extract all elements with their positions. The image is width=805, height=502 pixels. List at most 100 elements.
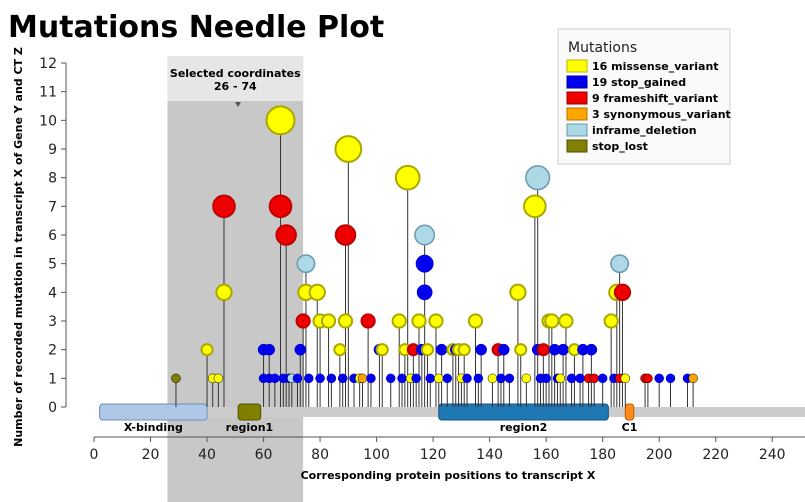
region-label: region1 — [226, 421, 274, 434]
mutation-point-stop-gained[interactable] — [366, 373, 376, 384]
mutation-point-missense-variant[interactable] — [523, 194, 547, 219]
mutation-point-missense-variant[interactable] — [213, 373, 224, 384]
mutation-point-stop-gained[interactable] — [462, 373, 472, 384]
mutation-point-stop-gained[interactable] — [541, 373, 551, 384]
mutation-point-missense-variant[interactable] — [603, 313, 619, 329]
mutation-point-stop-gained[interactable] — [263, 343, 276, 356]
y-tick-label: 5 — [48, 257, 57, 273]
x-tick-label: 20 — [142, 447, 160, 463]
mutation-point-stop-gained[interactable] — [304, 373, 314, 384]
mutation-point-stop-gained[interactable] — [442, 373, 452, 384]
mutation-point-stop-gained[interactable] — [665, 373, 676, 384]
mutation-point-stop-gained[interactable] — [415, 254, 434, 273]
mutation-point-synonymous-variant[interactable] — [357, 373, 368, 384]
y-tick-label: 12 — [39, 56, 57, 72]
mutation-point-frameshift-variant[interactable] — [589, 373, 599, 384]
mutation-point-missense-variant[interactable] — [320, 313, 337, 329]
mutation-point-frameshift-variant[interactable] — [275, 224, 297, 246]
x-tick-label: 200 — [646, 447, 673, 463]
mutation-point-stop-gained[interactable] — [385, 373, 396, 384]
mutation-point-stop-gained[interactable] — [475, 343, 487, 356]
mutation-point-stop-gained[interactable] — [397, 373, 407, 384]
mutation-point-missense-variant[interactable] — [521, 373, 532, 384]
legend-swatch — [566, 107, 588, 121]
mutation-point-stop-gained[interactable] — [326, 373, 337, 384]
region-label: region2 — [500, 421, 548, 434]
mutation-point-missense-variant[interactable] — [265, 105, 296, 136]
selection-header — [167, 56, 304, 101]
mutation-point-missense-variant[interactable] — [514, 343, 528, 357]
mutation-point-stop-gained[interactable] — [557, 343, 569, 356]
mutation-point-stop-gained[interactable] — [504, 373, 515, 384]
mutation-point-stop-gained[interactable] — [435, 343, 448, 356]
mutation-point-inframe-deletion[interactable] — [414, 224, 436, 246]
mutation-point-stop-gained[interactable] — [566, 373, 577, 384]
chart-title: Mutations Needle Plot — [8, 10, 384, 45]
selection-pointer-icon — [235, 102, 241, 107]
region-region1[interactable] — [237, 403, 262, 421]
mutation-point-missense-variant[interactable] — [555, 373, 566, 384]
mutation-point-frameshift-variant[interactable] — [536, 343, 550, 357]
mutation-point-inframe-deletion[interactable] — [296, 254, 316, 274]
mutation-point-missense-variant[interactable] — [215, 283, 233, 301]
mutation-point-missense-variant[interactable] — [620, 373, 631, 384]
mutation-point-stop-gained[interactable] — [473, 373, 484, 384]
mutation-point-stop-gained[interactable] — [292, 373, 303, 384]
mutation-point-missense-variant[interactable] — [428, 313, 444, 329]
mutation-point-stop-gained[interactable] — [575, 373, 585, 384]
mutation-point-stop-gained[interactable] — [496, 373, 506, 384]
mutation-point-missense-variant[interactable] — [420, 343, 435, 357]
mutation-point-missense-variant[interactable] — [544, 313, 560, 329]
mutation-point-missense-variant[interactable] — [334, 135, 363, 163]
mutation-point-stop-gained[interactable] — [585, 343, 598, 356]
mutation-point-missense-variant[interactable] — [558, 313, 574, 329]
region-label: C1 — [622, 421, 638, 434]
mutation-point-missense-variant[interactable] — [391, 313, 407, 329]
x-tick-label: 100 — [363, 447, 390, 463]
mutation-point-missense-variant[interactable] — [457, 343, 471, 357]
mutation-point-missense-variant[interactable] — [434, 373, 444, 384]
region-c1[interactable] — [624, 403, 635, 421]
region-region2[interactable] — [438, 403, 609, 421]
region-x-binding[interactable] — [99, 403, 208, 421]
mutation-point-stop-gained[interactable] — [416, 284, 433, 301]
x-tick-label: 220 — [702, 447, 729, 463]
mutation-point-stop-gained[interactable] — [497, 343, 510, 356]
x-tick-label: 120 — [420, 447, 447, 463]
mutation-point-missense-variant[interactable] — [487, 373, 498, 384]
mutation-point-frameshift-variant[interactable] — [268, 194, 293, 219]
mutation-point-missense-variant[interactable] — [375, 343, 389, 357]
mutation-point-missense-variant[interactable] — [308, 283, 326, 301]
mutation-point-frameshift-variant[interactable] — [334, 224, 357, 246]
y-tick-label: 4 — [48, 285, 57, 301]
mutation-point-missense-variant[interactable] — [411, 313, 427, 329]
mutation-point-frameshift-variant[interactable] — [212, 194, 236, 219]
mutation-point-missense-variant[interactable] — [467, 313, 484, 329]
mutation-point-inframe-deletion[interactable] — [525, 165, 551, 191]
mutation-point-inframe-deletion[interactable] — [610, 254, 630, 274]
mutation-point-stop-gained[interactable] — [411, 373, 421, 384]
legend-swatch — [566, 123, 588, 137]
mutation-point-synonymous-variant[interactable] — [688, 373, 698, 384]
selection-range: 26 - 74 — [214, 80, 257, 93]
mutation-point-stop-gained[interactable] — [270, 373, 280, 384]
mutation-point-missense-variant[interactable] — [394, 164, 421, 191]
mutation-point-stop-gained[interactable] — [337, 373, 348, 384]
mutation-point-missense-variant[interactable] — [200, 343, 214, 357]
mutation-point-missense-variant[interactable] — [509, 283, 527, 301]
mutation-point-stop-gained[interactable] — [597, 373, 608, 384]
mutation-point-stop-lost[interactable] — [171, 373, 181, 384]
mutation-point-frameshift-variant[interactable] — [360, 313, 376, 329]
mutation-point-frameshift-variant[interactable] — [613, 283, 632, 301]
mutation-point-stop-gained[interactable] — [425, 373, 436, 384]
mutation-point-frameshift-variant[interactable] — [295, 313, 311, 329]
mutation-point-stop-gained[interactable] — [654, 373, 664, 384]
mutation-point-frameshift-variant[interactable] — [643, 373, 653, 384]
mutation-point-stop-gained[interactable] — [315, 373, 325, 384]
mutation-point-stop-gained[interactable] — [294, 343, 307, 356]
y-tick-label: 6 — [48, 228, 57, 244]
mutation-point-missense-variant[interactable] — [337, 313, 354, 329]
legend-swatch — [566, 139, 588, 153]
mutation-point-missense-variant[interactable] — [333, 343, 347, 357]
